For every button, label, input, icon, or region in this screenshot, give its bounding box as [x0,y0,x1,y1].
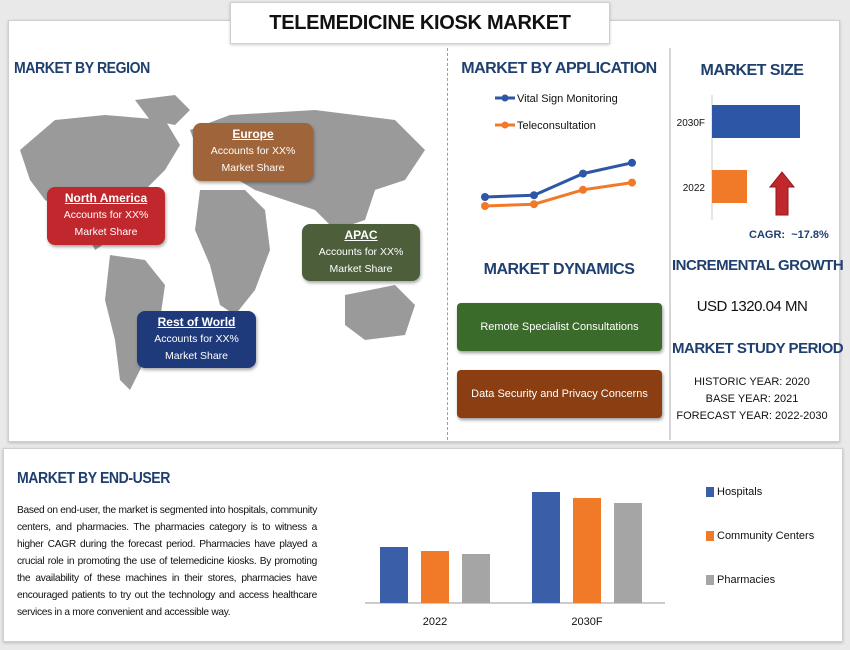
category-label: 2022 [683,183,706,194]
legend-marker [501,121,509,129]
legend-label: Community Centers [717,530,815,542]
legend-item: Hospitals [706,486,762,498]
region-north-america[interactable]: North America Accounts for XX% Market Shar… [47,187,165,245]
size-bar [712,105,800,138]
incremental-value: USD 1320.04 MN [696,298,808,315]
dynamics-heading: MARKET DYNAMICS [483,261,635,278]
bar [380,547,408,603]
bar [614,503,642,603]
dynamics-driver[interactable]: Remote Specialist Consultations [457,303,662,351]
bar [462,554,490,603]
data-point [628,178,636,187]
legend-label: Hospitals [717,486,763,498]
cagr: CAGR: ~17.8% [749,229,829,241]
dynamics-challenge[interactable]: Data Security and Privacy Concerns [457,370,662,418]
growth-arrow-icon [768,171,796,216]
region-europe[interactable]: Europe Accounts for XX% Market Share [193,123,313,181]
page-title: TELEMEDICINE KIOSK MARKET [269,11,571,34]
market-size-chart: 2030F 2022 [677,95,800,220]
legend-marker [501,94,509,102]
title-box: TELEMEDICINE KIOSK MARKET [230,2,610,44]
series-line [484,161,633,199]
data-point [530,191,538,200]
forecast-year: FORECAST YEAR: 2022-2030 [676,410,828,422]
historic-year: HISTORIC YEAR: 2020 [694,376,810,388]
study-heading: MARKET STUDY PERIOD [672,340,844,357]
application-line-chart: Vital Sign Monitoring Teleconsultation [481,93,636,210]
category-label: 2030F [571,616,602,628]
category-label: 2022 [423,616,447,628]
data-point [628,158,636,167]
category-label: 2030F [677,118,705,129]
legend-swatch [706,575,714,585]
application-heading: MARKET BY APPLICATION [461,60,657,77]
data-point [481,193,489,201]
region-heading: MARKET BY REGION [14,60,150,77]
series-line [484,181,633,208]
region-apac[interactable]: APAC Accounts for XX% Market Share [302,224,420,281]
enduser-bar-chart: 2022 2030F [365,492,665,628]
size-bar [712,170,747,203]
legend-swatch [706,487,714,497]
legend-label: Teleconsultation [517,120,596,132]
bar [573,498,601,603]
bar [532,492,560,603]
data-point [579,169,587,178]
divider [447,48,448,440]
size-heading: MARKET SIZE [700,62,804,79]
region-rest-of-world[interactable]: Rest of World Accounts for XX% Market Shar… [137,311,256,368]
enduser-description: Based on end-user, the market is segment… [17,505,317,618]
legend-label: Vital Sign Monitoring [517,93,618,105]
base-year: BASE YEAR: 2021 [705,393,799,405]
enduser-heading: MARKET BY END-USER [17,470,170,487]
data-point [530,200,538,209]
data-point [481,202,489,210]
divider [669,48,671,440]
bar [421,551,449,603]
legend-item: Pharmacies [706,574,775,586]
incremental-heading: INCREMENTAL GROWTH [672,257,844,274]
legend-swatch [706,531,714,541]
legend-label: Pharmacies [717,574,776,586]
bottom-panel [3,448,843,642]
legend-item: Community Centers [706,530,814,542]
data-point [579,185,587,194]
